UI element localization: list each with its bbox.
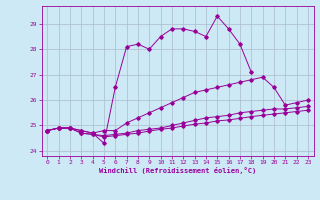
- X-axis label: Windchill (Refroidissement éolien,°C): Windchill (Refroidissement éolien,°C): [99, 167, 256, 174]
